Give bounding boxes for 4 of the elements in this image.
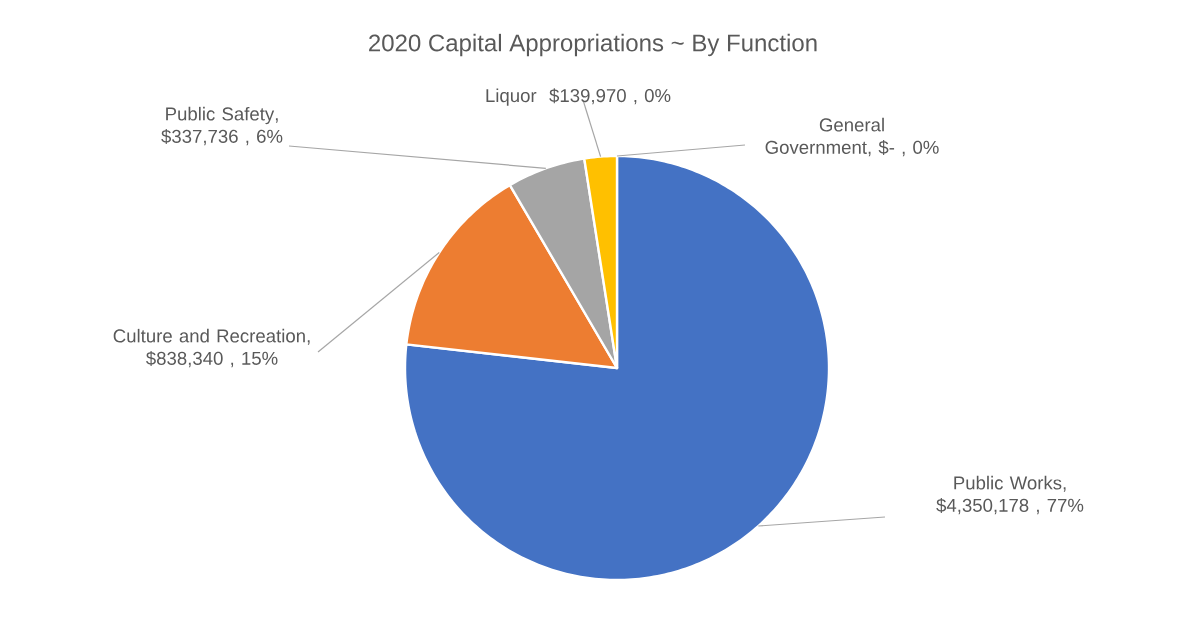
- text: , $- , 0%: [868, 139, 939, 157]
- data-label: $139,970 , 0%: [549, 88, 671, 105]
- slice-label: Liquor: [486, 88, 537, 106]
- chart-title: 2020 Capital Appropriations ~ By Function: [369, 33, 817, 57]
